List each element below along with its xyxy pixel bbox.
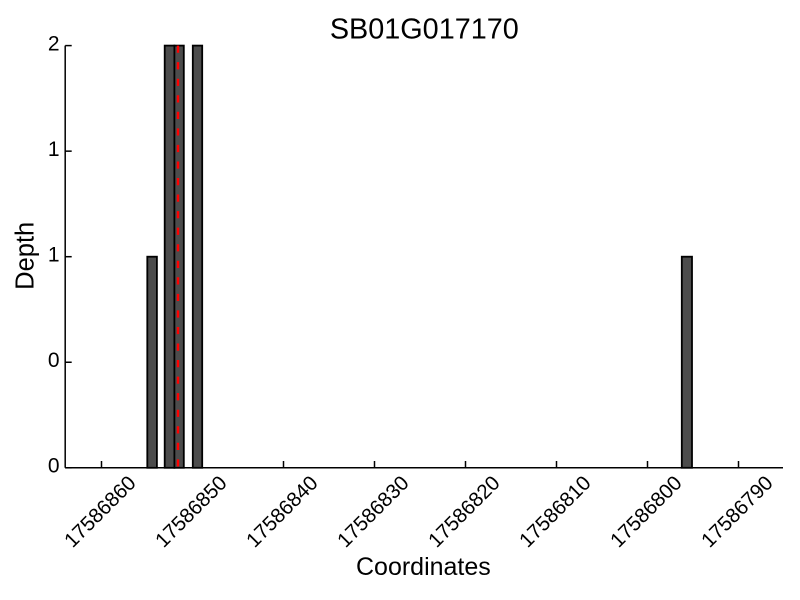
svg-text:0: 0 [48, 455, 60, 478]
svg-text:17586830: 17586830 [333, 471, 414, 552]
svg-text:2: 2 [48, 33, 60, 56]
svg-text:17586850: 17586850 [151, 471, 232, 552]
svg-text:17586820: 17586820 [424, 471, 505, 552]
svg-text:Coordinates: Coordinates [356, 553, 491, 581]
svg-text:0: 0 [48, 349, 60, 372]
svg-text:1: 1 [48, 244, 60, 267]
svg-text:1: 1 [48, 138, 60, 161]
svg-text:17586840: 17586840 [242, 471, 323, 552]
svg-text:Depth: Depth [12, 222, 40, 290]
svg-text:17586790: 17586790 [697, 471, 778, 552]
svg-text:SB01G017170: SB01G017170 [330, 13, 519, 45]
svg-text:17586800: 17586800 [606, 471, 687, 552]
svg-text:17586810: 17586810 [515, 471, 596, 552]
svg-text:17586860: 17586860 [60, 471, 141, 552]
